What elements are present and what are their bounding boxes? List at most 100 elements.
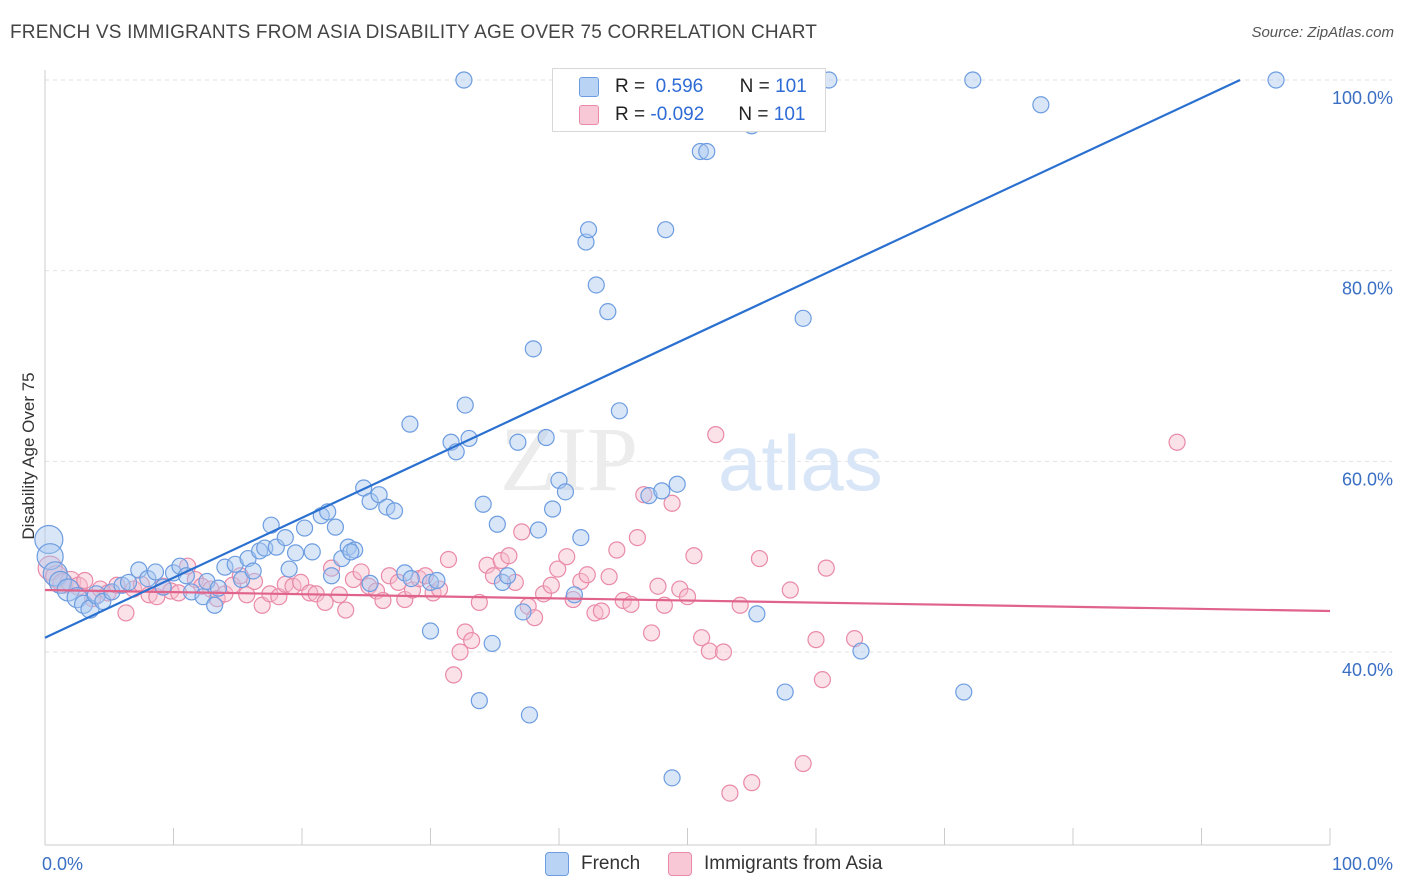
axis-labels: 40.0% 60.0% 80.0% 100.0% 0.0% 100.0% Disabilit… [19,88,1393,874]
series-french-points [34,71,1285,787]
french-point [401,415,419,433]
watermark: ZIP atlas [500,408,883,510]
french-point [280,560,298,578]
french-point [378,498,396,516]
french-point [509,433,527,451]
legend-r-value: 0.596 [655,76,704,97]
french-point [146,563,165,581]
french-point [483,634,501,653]
asia-point [352,563,370,581]
legend-item-asia: Immigrants from Asia [668,852,882,876]
french-point [579,221,598,239]
legend-n-value: 101 [775,76,807,97]
french-point [543,500,562,518]
legend-r-label: R = [615,76,646,97]
french-point [295,519,314,537]
french-point [216,558,234,576]
watermark-atlas: atlas [718,419,883,507]
french-point [456,396,474,414]
legend-n-value: 101 [773,104,806,125]
asia-point [813,671,832,689]
series-legend: French Immigrants from Asia [0,852,1406,878]
asia-point [707,426,725,444]
french-point [499,567,517,585]
french-point [955,683,973,701]
x-tick-label: 0.0% [42,854,83,874]
legend-label-asia: Immigrants from Asia [704,853,883,874]
asia-point [337,601,355,619]
asia-trend-line [44,588,1331,613]
french-point [748,605,766,623]
french-point [599,303,617,321]
french-point [776,683,794,701]
asia-point [743,774,761,792]
grid-lines [45,79,1392,653]
asia-point [807,631,825,649]
asia-point [628,528,646,547]
french-point [572,528,590,547]
french-point [587,276,605,294]
asia-point [642,624,661,642]
asia-point [731,596,749,614]
legend-n-label: N = [739,76,770,97]
french-point [455,71,473,89]
asia-point [794,754,812,773]
asia-point [117,604,135,622]
french-point [691,142,709,161]
french-point [303,543,321,561]
french-point [250,542,269,560]
french-point [524,340,542,358]
french-trend-line [44,79,1241,639]
legend-r-value: -0.092 [650,104,705,125]
y-tick-label: 40.0% [1342,660,1393,680]
asia-point [678,588,697,606]
trend-lines [44,79,1331,639]
asia-point [451,643,469,661]
french-point [668,475,686,493]
asia-point [578,566,596,584]
french-point [698,142,716,161]
source-label: Source: ZipAtlas.com [1251,24,1394,41]
legend-swatch-asia [579,105,599,125]
legend-swatch-asia [668,852,692,876]
asia-point [301,584,319,602]
french-point [556,483,575,501]
french-point [520,706,539,724]
french-point [421,573,440,592]
french-point [286,544,305,562]
french-point [657,221,675,239]
french-point [428,571,446,590]
asia-point [781,581,799,599]
french-point [262,516,280,534]
watermark-zip: ZIP [500,408,638,510]
asia-point [649,577,667,595]
french-point [130,561,148,579]
asia-point [316,593,334,612]
french-point [361,574,379,592]
y-tick-label: 80.0% [1342,279,1393,299]
legend-label-french: French [581,853,641,874]
asia-point [445,666,463,684]
french-point [470,692,488,710]
y-axis-title: Disability Age Over 75 [19,372,38,539]
legend-swatch-french [579,77,599,97]
french-point [233,570,251,589]
french-point [653,482,671,500]
french-point [964,71,982,89]
legend-swatch-french [545,852,569,876]
french-point [326,518,345,536]
y-tick-label: 60.0% [1342,469,1393,489]
asia-point [439,550,458,569]
french-point [640,487,658,505]
asia-point [600,568,618,586]
french-point [488,515,506,533]
french-point [1267,71,1285,89]
asia-point [685,547,703,565]
asia-point [389,573,407,592]
legend-row-asia: R = -0.092 N = 101 [553,101,805,129]
french-point [402,569,420,588]
asia-point [500,547,518,565]
french-point [1032,96,1050,114]
asia-point [700,642,718,660]
